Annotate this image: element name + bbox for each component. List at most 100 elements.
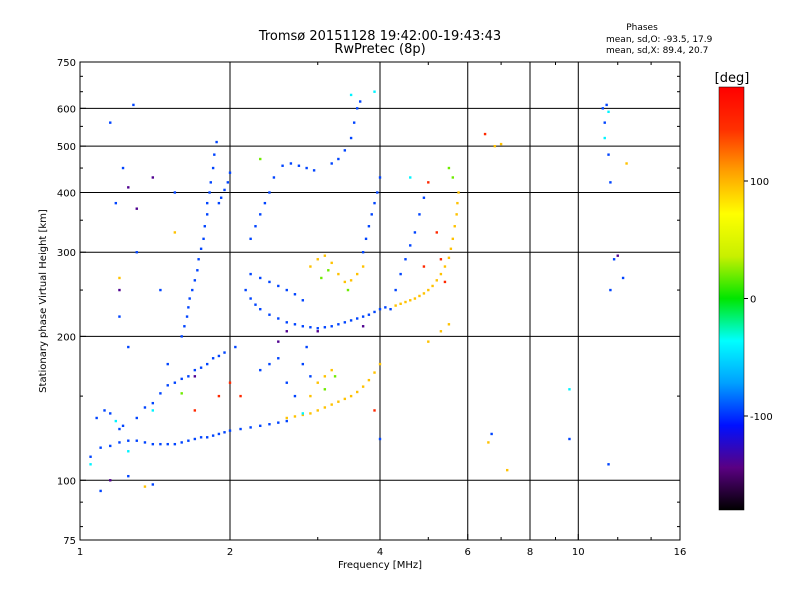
- data-point: [143, 485, 147, 488]
- data-point: [361, 325, 365, 328]
- data-point: [277, 317, 280, 320]
- data-point: [355, 317, 359, 320]
- data-point: [378, 437, 382, 441]
- data-point: [151, 483, 155, 486]
- data-point: [505, 468, 509, 472]
- data-point: [285, 416, 288, 420]
- data-point: [135, 251, 138, 254]
- scatter-points: [89, 90, 628, 493]
- data-point: [422, 196, 426, 199]
- data-point: [349, 136, 353, 140]
- data-point: [277, 357, 280, 360]
- data-point: [301, 412, 305, 415]
- data-point: [118, 288, 121, 292]
- data-point: [309, 265, 312, 268]
- data-point: [378, 307, 382, 311]
- data-point: [487, 441, 490, 444]
- data-point: [180, 441, 183, 444]
- data-point: [183, 325, 186, 328]
- data-point: [612, 258, 616, 261]
- x-tick-label: 8: [527, 547, 533, 558]
- data-point: [330, 368, 333, 372]
- data-point: [151, 401, 155, 405]
- data-point: [213, 153, 216, 156]
- data-point: [367, 225, 371, 228]
- x-tick-label: 16: [674, 547, 687, 558]
- x-tick-label: 6: [465, 547, 471, 558]
- data-point: [249, 237, 252, 241]
- data-point: [109, 121, 112, 124]
- data-point: [301, 413, 305, 417]
- data-point: [89, 463, 92, 466]
- y-tick-label: 75: [63, 536, 76, 547]
- data-point: [352, 121, 356, 124]
- data-point: [343, 321, 347, 324]
- data-point: [272, 176, 276, 179]
- data-point: [205, 362, 209, 366]
- data-point: [95, 416, 98, 420]
- data-point: [337, 400, 340, 403]
- data-point: [451, 237, 455, 241]
- data-point: [285, 381, 288, 384]
- data-point: [199, 436, 203, 439]
- data-point: [99, 489, 102, 493]
- colorbar-tick-label: 0: [750, 295, 756, 306]
- data-point: [135, 416, 138, 420]
- data-point: [394, 288, 397, 292]
- data-point: [259, 307, 262, 311]
- data-point: [268, 362, 271, 366]
- x-axis-label: Frequency [MHz]: [338, 560, 422, 571]
- data-point: [431, 284, 434, 288]
- data-point: [355, 272, 359, 276]
- data-point: [118, 427, 121, 431]
- data-point: [399, 302, 402, 305]
- data-point: [118, 315, 121, 318]
- data-point: [127, 474, 130, 478]
- data-point: [439, 330, 443, 333]
- data-point: [323, 326, 327, 329]
- data-point: [268, 280, 271, 284]
- data-point: [367, 378, 371, 382]
- data-point: [376, 191, 379, 194]
- data-point: [249, 426, 252, 429]
- data-point: [121, 166, 125, 170]
- data-point: [439, 272, 443, 276]
- data-point: [135, 207, 138, 210]
- data-point: [118, 441, 121, 444]
- colorbar-tick-label: 100: [750, 177, 769, 188]
- data-point: [373, 90, 376, 93]
- data-point: [453, 225, 456, 228]
- data-point: [301, 362, 305, 366]
- data-point: [249, 297, 252, 300]
- data-point: [293, 415, 297, 418]
- data-point: [281, 164, 284, 167]
- data-point: [109, 444, 112, 448]
- x-tick-label: 4: [377, 547, 383, 558]
- data-point: [118, 276, 121, 280]
- data-point: [413, 297, 417, 300]
- data-point: [217, 432, 221, 436]
- data-point: [409, 176, 412, 179]
- data-point: [217, 354, 221, 358]
- data-point: [603, 121, 606, 124]
- data-point: [234, 345, 237, 349]
- data-point: [285, 330, 288, 333]
- data-point: [605, 103, 608, 107]
- data-point: [228, 381, 232, 384]
- data-point: [187, 439, 190, 442]
- data-point: [89, 455, 92, 458]
- data-point: [197, 258, 200, 261]
- data-point: [109, 412, 112, 415]
- data-point: [188, 297, 191, 300]
- colorbar-label: [deg]: [715, 71, 750, 86]
- data-point: [312, 169, 316, 172]
- data-point: [316, 258, 319, 261]
- data-point: [259, 368, 262, 372]
- data-point: [427, 288, 430, 292]
- data-point: [268, 423, 271, 426]
- data-point: [208, 191, 211, 194]
- data-point: [205, 213, 209, 216]
- data-point: [173, 231, 177, 234]
- data-point: [323, 406, 327, 409]
- data-point: [404, 300, 407, 304]
